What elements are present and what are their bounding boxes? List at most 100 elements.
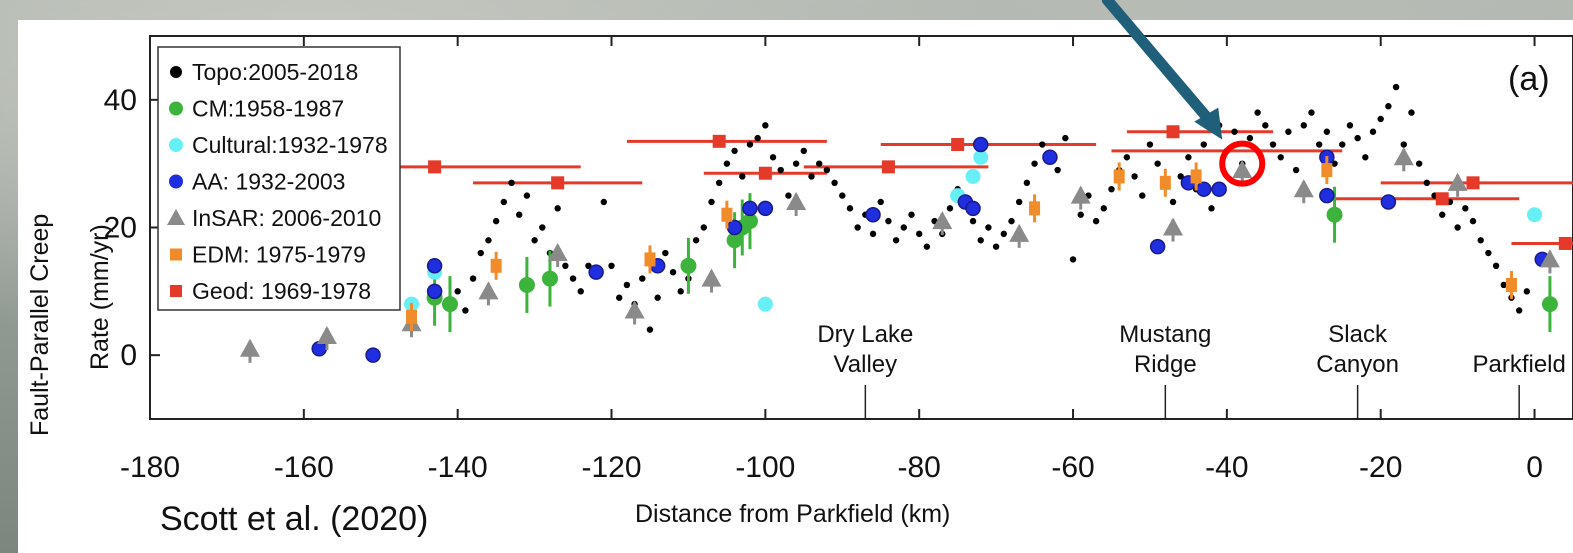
topo-point: [977, 237, 984, 244]
insar-point: [1393, 147, 1414, 166]
x-tick-label: -40: [1205, 451, 1248, 484]
legend-label: Topo:2005-2018: [192, 59, 358, 85]
topo-point: [1354, 134, 1361, 142]
geod-point: [428, 160, 442, 174]
topo-point: [1492, 262, 1500, 269]
insar-point: [547, 243, 568, 262]
topo-point: [539, 224, 546, 231]
edm-point: [1190, 169, 1202, 184]
insar-point: [1232, 160, 1253, 179]
topo-point: [523, 192, 531, 199]
pointer-arrow-shaft: [1101, 0, 1218, 130]
edm-point: [406, 309, 418, 324]
topo-point: [992, 243, 1000, 250]
topo-point: [1385, 103, 1392, 110]
topo-point: [1092, 217, 1100, 225]
topo-point: [569, 275, 577, 282]
topo-point: [692, 237, 700, 244]
topo-point: [1423, 179, 1431, 187]
topo-point: [1292, 166, 1300, 174]
legend-marker-circle: [169, 174, 183, 189]
topo-point: [985, 224, 992, 231]
edm-point: [1321, 163, 1333, 178]
topo-point: [1231, 128, 1238, 135]
topo-point: [1346, 122, 1354, 129]
data-marks: [239, 83, 1572, 363]
topo-point: [777, 166, 784, 174]
x-tick-label: -120: [581, 451, 641, 484]
topo-point: [1369, 128, 1377, 135]
highlight-circle: [1219, 140, 1266, 187]
topo-point: [869, 230, 877, 238]
cultural-point: [757, 296, 773, 312]
cultural-point: [1527, 207, 1543, 223]
legend-label: EDM: 1975-1979: [192, 242, 366, 268]
topo-point: [708, 198, 715, 206]
insar-point: [478, 281, 499, 300]
place-label-line1: Dry Lake: [817, 321, 913, 348]
insar-point: [239, 338, 260, 357]
legend: Topo:2005-2018 CM:1958-1987 Cultural:1932-…: [157, 46, 401, 311]
aa-point: [742, 200, 758, 217]
topo-point: [716, 179, 723, 187]
topo-point: [831, 179, 838, 187]
topo-point: [1108, 186, 1115, 193]
topo-point: [754, 134, 761, 142]
geod-point: [1466, 176, 1480, 190]
legend-label: AA: 1932-2003: [192, 169, 345, 195]
topo-point: [508, 179, 515, 187]
geod-point: [1166, 125, 1180, 139]
topo-point: [1146, 141, 1154, 148]
cm-point: [1541, 296, 1558, 313]
topo-point: [1362, 154, 1369, 161]
topo-point: [892, 237, 900, 244]
x-tick-label: -20: [1359, 451, 1402, 484]
legend-marker-square: [170, 248, 182, 261]
y-tick-label: 40: [104, 84, 137, 117]
aa-point: [365, 347, 381, 363]
x-tick-label: -140: [428, 451, 488, 484]
topo-point: [969, 217, 977, 225]
geod-point: [758, 166, 772, 180]
topo-point: [1515, 307, 1523, 314]
topo-point: [762, 122, 769, 129]
topo-point: [454, 288, 461, 295]
topo-point: [577, 288, 584, 295]
place-label-line2: Valley: [834, 351, 898, 378]
x-tick-label: -60: [1051, 451, 1094, 484]
citation: Scott et al. (2020): [160, 500, 429, 538]
x-tick-label: -160: [274, 451, 334, 484]
edm-point: [1159, 175, 1171, 190]
topo-point: [1523, 288, 1531, 295]
x-axis-label: Distance from Parkfield (km): [635, 500, 951, 528]
axis-ticks: -180 -160 -140 -120 -100 -80 -60 -40 -20 0 0 20 40: [104, 36, 1543, 484]
topo-point: [662, 249, 669, 257]
topo-point: [1462, 205, 1469, 212]
highlight-group: [1101, 0, 1266, 187]
aa-point: [757, 200, 774, 217]
place-label-line1: Slack: [1328, 321, 1388, 348]
topo-point: [1477, 237, 1484, 244]
topo-point: [1123, 154, 1131, 161]
pointer-arrow-head: [1194, 107, 1223, 140]
cm-point: [1326, 206, 1343, 223]
topo-point: [915, 230, 923, 238]
geod-point: [881, 160, 895, 174]
topo-point: [1054, 166, 1061, 174]
topo-point: [1308, 109, 1315, 116]
topo-point: [1077, 211, 1084, 218]
legend-marker-square: [170, 285, 182, 297]
y-tick-label: 20: [104, 212, 137, 245]
aa-point: [1319, 187, 1335, 204]
legend-box: [157, 46, 401, 311]
insar-point: [1447, 172, 1468, 191]
cm-point: [726, 232, 743, 249]
insar-point: [1070, 185, 1091, 204]
topo-point: [846, 205, 854, 212]
cm-point: [541, 270, 558, 287]
topo-point: [1169, 198, 1177, 206]
topo-point: [1131, 173, 1138, 180]
topo-point: [492, 217, 500, 225]
topo-point: [1277, 154, 1284, 161]
